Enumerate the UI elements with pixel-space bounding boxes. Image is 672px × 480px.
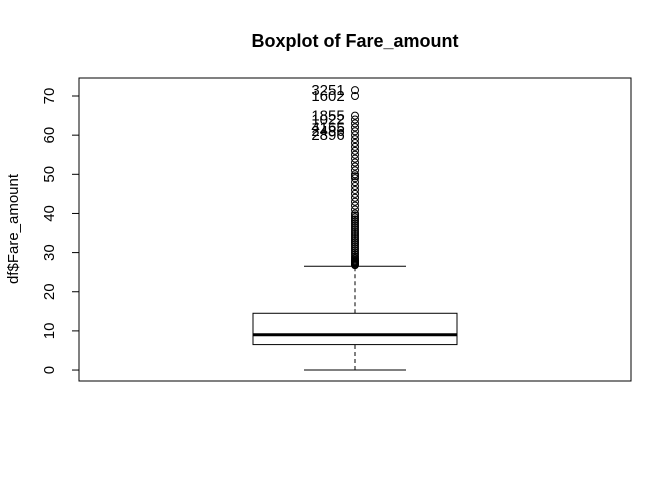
outlier	[351, 150, 359, 159]
outlier	[351, 225, 359, 234]
outlier	[351, 138, 359, 147]
outlier	[351, 215, 359, 224]
outlier	[351, 240, 359, 249]
outlier	[351, 135, 359, 144]
outlier	[351, 170, 359, 179]
outlier	[351, 250, 359, 259]
y-tick-label: 0	[41, 366, 58, 374]
outlier	[351, 209, 359, 218]
outlier	[351, 172, 359, 181]
outlier	[351, 92, 359, 101]
outlier-label: 1855	[311, 108, 344, 125]
outlier-label: 2896	[311, 127, 344, 144]
outlier	[351, 219, 359, 228]
outlier	[351, 123, 359, 132]
outlier	[351, 131, 359, 140]
outlier	[351, 185, 359, 194]
outlier	[351, 201, 359, 210]
outlier-label: 2486	[311, 123, 344, 140]
y-tick-label: 70	[41, 88, 58, 105]
y-tick-label: 40	[41, 205, 58, 222]
outlier	[351, 162, 359, 171]
outlier	[351, 111, 359, 120]
outlier	[351, 158, 359, 167]
outlier	[351, 252, 359, 261]
chart-title: Boxplot of Fare_amount	[251, 31, 458, 51]
y-tick-label: 10	[41, 323, 58, 340]
y-tick-label: 60	[41, 127, 58, 144]
outlier	[351, 221, 359, 230]
outlier	[351, 211, 359, 220]
outlier	[351, 154, 359, 163]
box	[252, 312, 458, 346]
outlier	[351, 127, 359, 136]
outlier	[351, 213, 359, 222]
outlier	[351, 142, 359, 151]
outlier	[351, 230, 359, 239]
outlier	[351, 236, 359, 245]
outlier	[351, 166, 359, 175]
outlier-label: 1022	[311, 111, 344, 128]
outlier	[351, 189, 359, 198]
outlier	[351, 205, 359, 214]
outlier	[351, 223, 359, 232]
outlier	[351, 119, 359, 128]
y-axis-label: df$Fare_amount	[5, 173, 22, 284]
plot-frame	[78, 77, 632, 382]
y-tick-label: 30	[41, 244, 58, 261]
outlier-label: 3251	[311, 82, 344, 99]
outlier	[351, 246, 359, 255]
outlier	[351, 217, 359, 226]
y-tick-label: 20	[41, 283, 58, 300]
outlier	[351, 178, 359, 187]
outlier	[351, 238, 359, 247]
outlier	[351, 193, 359, 202]
outlier	[351, 227, 359, 236]
outlier-label: 4165	[311, 119, 344, 136]
outlier	[351, 115, 359, 124]
outlier	[351, 234, 359, 243]
outlier	[351, 248, 359, 257]
outlier	[351, 197, 359, 206]
outlier	[351, 229, 359, 238]
outlier-label: 1602	[311, 88, 344, 105]
outlier	[351, 174, 359, 183]
outlier	[351, 232, 359, 241]
outlier	[351, 242, 359, 251]
outlier	[351, 86, 359, 95]
outlier	[351, 146, 359, 155]
outlier	[351, 244, 359, 253]
outlier	[351, 182, 359, 191]
y-tick-label: 50	[41, 166, 58, 183]
